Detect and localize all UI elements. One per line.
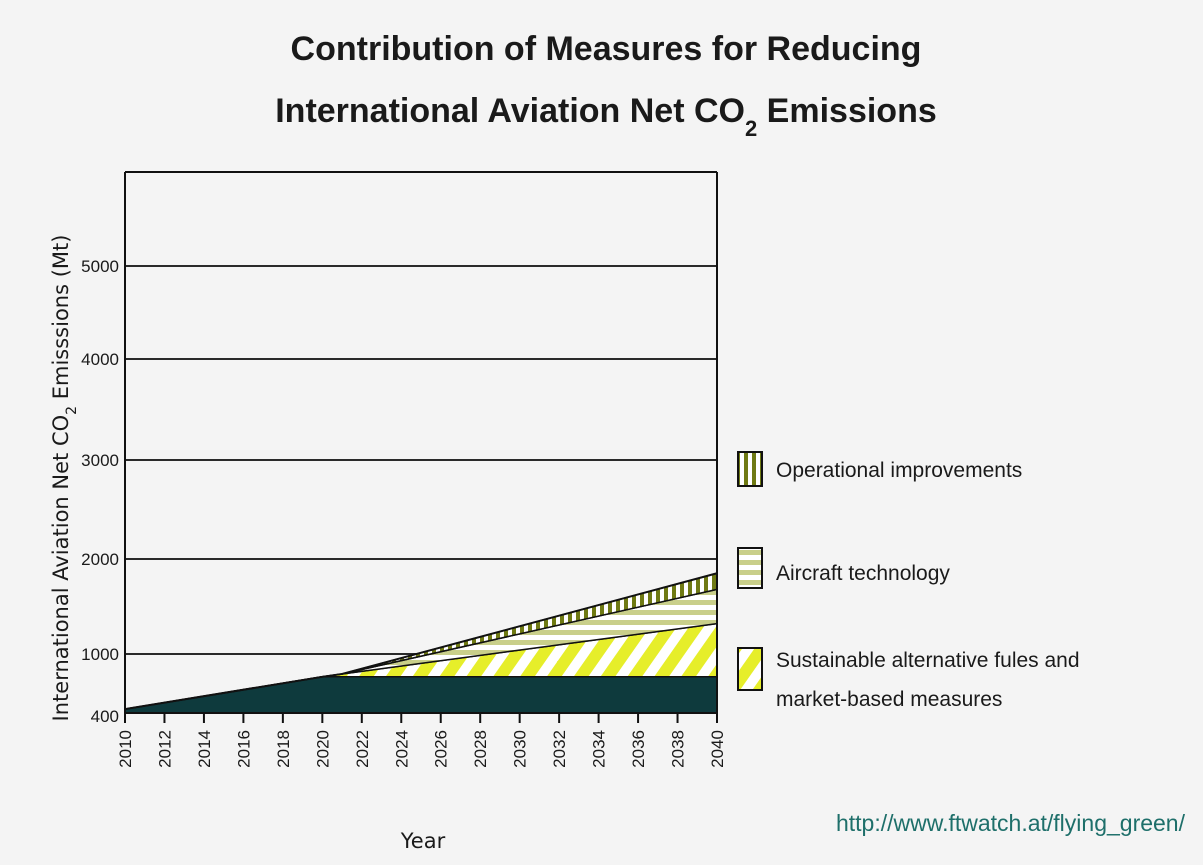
y-tick-label-5000: 5000	[81, 257, 119, 276]
legend-swatch-aircraft	[737, 547, 763, 589]
y-axis-title-end: Emisssions (Mt)	[49, 235, 73, 406]
source-url[interactable]: http://www.ftwatch.at/flying_green/	[836, 810, 1186, 836]
chart-title-subscript: 2	[745, 116, 757, 141]
y-tick-label-3000: 3000	[81, 451, 119, 470]
legend-swatch-sustainable	[737, 647, 763, 691]
x-tick-label-2026: 2026	[432, 730, 451, 768]
x-tick-label-2040: 2040	[708, 730, 727, 768]
x-tick-label-2038: 2038	[669, 730, 688, 768]
y-axis-title: International Aviation Net CO2 Emisssion…	[49, 235, 80, 722]
chart-title-line2: International Aviation Net CO2 Emissions	[275, 92, 937, 141]
y-axis-title-subscript: 2	[64, 406, 80, 415]
x-tick-label-2024: 2024	[392, 730, 411, 768]
chart-title-line1: Contribution of Measures for Reducing	[291, 30, 922, 68]
legend-label-operational: Operational improvements	[776, 459, 1022, 482]
legend-swatch-operational	[737, 451, 763, 487]
x-tick-label-2016: 2016	[234, 730, 253, 768]
x-tick-label-2012: 2012	[155, 730, 174, 768]
x-tick-label-2028: 2028	[471, 730, 490, 768]
chart-title-line2-main: International Aviation Net CO	[275, 92, 745, 130]
line-total-emissions	[124, 572, 718, 711]
chart-title-line2-end: Emissions	[757, 92, 937, 130]
x-tick-label-2018: 2018	[274, 730, 293, 768]
y-tick-label-4000: 4000	[81, 350, 119, 369]
x-tick-label-2014: 2014	[195, 730, 214, 768]
y-tick-label-400: 400	[91, 707, 119, 726]
legend-label-sustainable-line2: market-based measures	[776, 688, 1002, 711]
x-tick-label-2020: 2020	[313, 730, 332, 768]
y-tick-label-1000: 1000	[81, 645, 119, 664]
legend-label-sustainable-line1: Sustainable alternative fules and	[776, 649, 1080, 672]
axes	[124, 171, 718, 714]
y-tick-labels: 400 1000 2000 3000 4000 5000	[81, 257, 119, 726]
x-tick-label-2036: 2036	[629, 730, 648, 768]
x-tick-labels: 2010 2012 2014 2016 2018 2020 2022 2024 2026 2028…	[116, 713, 727, 768]
legend-label-aircraft: Aircraft technology	[776, 562, 950, 585]
y-tick-label-2000: 2000	[81, 550, 119, 569]
grid-lines	[125, 265, 717, 655]
x-tick-label-2010: 2010	[116, 730, 135, 768]
y-axis-title-main: International Aviation Net CO	[49, 415, 73, 722]
data-areas	[124, 572, 718, 714]
x-tick-label-2034: 2034	[590, 730, 609, 768]
legend: Operational improvements Aircraft techno…	[737, 451, 1080, 711]
x-tick-label-2032: 2032	[550, 730, 569, 768]
x-tick-label-2030: 2030	[511, 730, 530, 768]
x-axis-title: Year	[400, 829, 446, 853]
x-tick-label-2022: 2022	[353, 730, 372, 768]
